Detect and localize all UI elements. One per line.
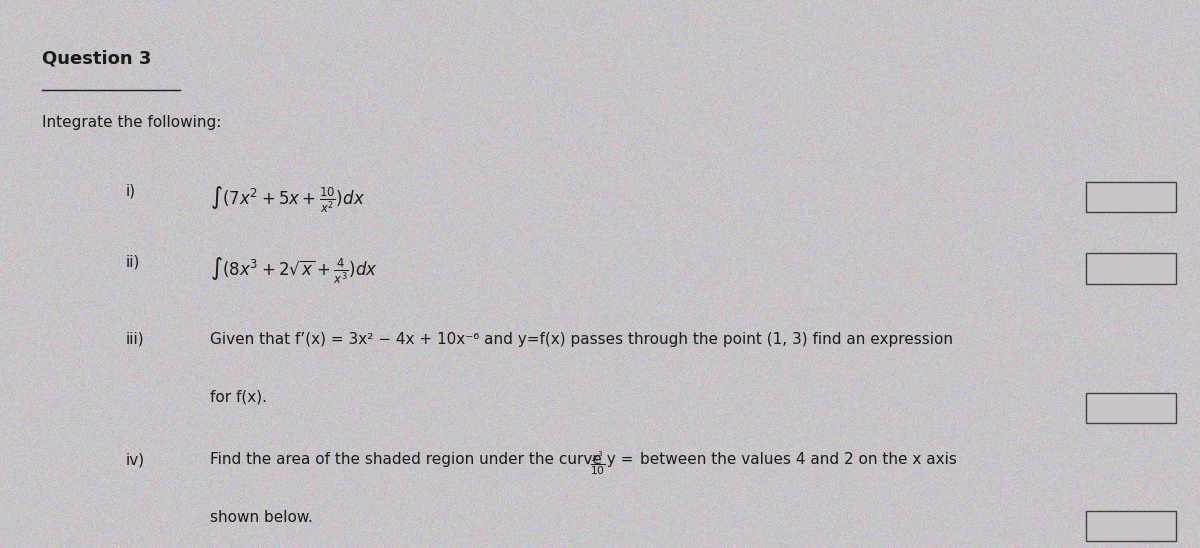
Text: shown below.: shown below. <box>210 510 313 524</box>
Text: iv): iv) <box>126 452 145 467</box>
Text: Question 3: Question 3 <box>42 49 151 67</box>
FancyBboxPatch shape <box>1086 182 1176 212</box>
Text: Find the area of the shaded region under the curve y =: Find the area of the shaded region under… <box>210 452 638 467</box>
FancyBboxPatch shape <box>1086 511 1176 541</box>
Text: $\frac{x^3}{10}$: $\frac{x^3}{10}$ <box>589 449 605 477</box>
FancyBboxPatch shape <box>1086 253 1176 284</box>
Text: between the values 4 and 2 on the x axis: between the values 4 and 2 on the x axis <box>640 452 956 467</box>
Text: $\int(7x^2 + 5x + \frac{10}{x^2})dx$: $\int(7x^2 + 5x + \frac{10}{x^2})dx$ <box>210 184 365 215</box>
Text: ii): ii) <box>126 255 140 270</box>
Text: i): i) <box>126 184 136 198</box>
Text: $\int(8x^3 + 2\sqrt{x} + \frac{4}{x^3})dx$: $\int(8x^3 + 2\sqrt{x} + \frac{4}{x^3})d… <box>210 255 378 286</box>
Text: Integrate the following:: Integrate the following: <box>42 115 221 130</box>
FancyBboxPatch shape <box>1086 393 1176 423</box>
Text: iii): iii) <box>126 332 145 346</box>
Text: for f(x).: for f(x). <box>210 389 266 404</box>
Text: Given that f’(x) = 3x² − 4x + 10x⁻⁶ and y=f(x) passes through the point (1, 3) f: Given that f’(x) = 3x² − 4x + 10x⁻⁶ and … <box>210 332 953 346</box>
